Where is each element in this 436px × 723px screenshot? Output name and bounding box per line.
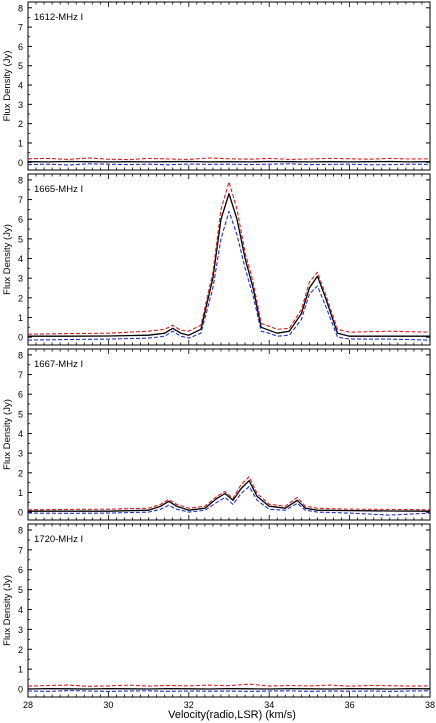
y-axis-label: Flux Density (Jy) [2, 224, 13, 295]
y-tick-label: 2 [18, 468, 23, 478]
y-tick-label: 3 [18, 449, 23, 459]
panel-title: 1667-MHz I [34, 359, 83, 370]
y-tick-label: 6 [18, 42, 23, 52]
panels-group: 0 1 2 3 4 5 6 7 8 1612-MHz I Flux Density (Jy) 0 1 2 3… [2, 1, 431, 698]
panel-title: 1720-MHz I [34, 534, 83, 545]
x-axis-label: Velocity(radio,LSR) (km/s) [168, 709, 296, 721]
y-tick-label: 0 [18, 158, 23, 168]
panel-title: 1665-MHz I [34, 184, 83, 195]
x-tick-label: 34 [264, 700, 274, 710]
series-line-2 [27, 486, 431, 516]
y-tick-label: 0 [18, 685, 23, 695]
panel-frame [27, 1, 431, 171]
panel-1: 0 1 2 3 4 5 6 7 8 1665-MHz I Flux Density (Jy) [2, 173, 431, 346]
y-axis-label: Flux Density (Jy) [2, 575, 13, 646]
series-line-2 [27, 163, 431, 166]
y-tick-label: 1 [18, 138, 23, 148]
y-tick-label: 3 [18, 625, 23, 635]
y-tick-label: 5 [18, 409, 23, 419]
series-line-0 [28, 480, 431, 512]
y-tick-label: 7 [18, 370, 23, 380]
y-tick-label: 2 [18, 645, 23, 655]
y-axis-label: Flux Density (Jy) [2, 51, 13, 122]
y-tick-label: 7 [18, 545, 23, 555]
x-tick-labels: 28 30 32 34 36 38 [23, 700, 435, 710]
y-tick-label: 8 [18, 175, 23, 185]
y-tick-label: 5 [18, 234, 23, 244]
y-tick-label: 7 [18, 195, 23, 205]
panel-0: 0 1 2 3 4 5 6 7 8 1612-MHz I Flux Density (Jy) [2, 1, 431, 171]
y-tick-label: 4 [18, 429, 23, 439]
series-line-0 [28, 193, 430, 337]
series-line-2 [27, 210, 431, 341]
y-tick-label: 5 [18, 61, 23, 71]
y-tick-label: 2 [18, 293, 23, 303]
y-tick-label: 7 [18, 23, 23, 33]
x-tick-label: 38 [425, 700, 435, 710]
y-tick-label: 5 [18, 585, 23, 595]
y-tick-label: 4 [18, 81, 23, 91]
x-tick-label: 28 [23, 700, 33, 710]
y-tick-label: 3 [18, 274, 23, 284]
y-tick-label: 4 [18, 605, 23, 615]
panel-frame [27, 173, 431, 346]
y-tick-label: 6 [18, 565, 23, 575]
series-line-2 [27, 690, 431, 692]
y-tick-label: 1 [18, 313, 23, 323]
panel-title: 1612-MHz I [34, 12, 83, 23]
x-tick-label: 30 [103, 700, 113, 710]
series-line-1 [27, 683, 431, 687]
y-tick-label: 4 [18, 254, 23, 264]
y-tick-label: 1 [18, 665, 23, 675]
y-tick-label: 0 [18, 333, 23, 343]
series-line-1 [27, 181, 431, 335]
y-tick-label: 8 [18, 350, 23, 360]
y-tick-label: 1 [18, 488, 23, 498]
x-tick-label: 36 [345, 700, 355, 710]
y-tick-label: 2 [18, 119, 23, 129]
y-tick-label: 6 [18, 390, 23, 400]
panel-frame [27, 523, 431, 698]
y-axis-label: Flux Density (Jy) [2, 399, 13, 470]
y-tick-label: 6 [18, 215, 23, 225]
y-tick-label: 3 [18, 100, 23, 110]
panel-3: 0 1 2 3 4 5 6 7 8 1720-MHz I Flux Density (Jy) [2, 523, 431, 698]
series-line-1 [27, 157, 431, 161]
y-tick-label: 8 [18, 525, 23, 535]
x-tick-label: 32 [184, 700, 194, 710]
series-line-1 [27, 476, 431, 511]
panel-2: 0 1 2 3 4 5 6 7 8 1667-MHz I Flux Density (Jy) [2, 348, 431, 521]
y-tick-label: 0 [18, 508, 23, 518]
y-tick-label: 8 [18, 3, 23, 13]
